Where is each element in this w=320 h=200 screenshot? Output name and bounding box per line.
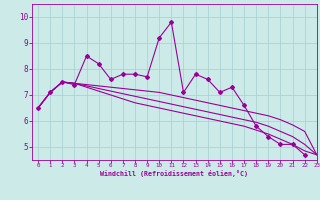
X-axis label: Windchill (Refroidissement éolien,°C): Windchill (Refroidissement éolien,°C) (100, 170, 248, 177)
